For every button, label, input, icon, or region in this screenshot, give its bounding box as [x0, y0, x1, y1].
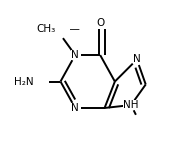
Text: CH₃: CH₃ — [37, 24, 56, 34]
Text: —: — — [63, 24, 80, 34]
Text: O: O — [96, 18, 104, 28]
Text: N: N — [133, 54, 141, 64]
Text: NH: NH — [123, 100, 139, 110]
Text: N: N — [71, 103, 79, 113]
Text: N: N — [71, 50, 79, 60]
Text: H₂N: H₂N — [14, 77, 34, 87]
